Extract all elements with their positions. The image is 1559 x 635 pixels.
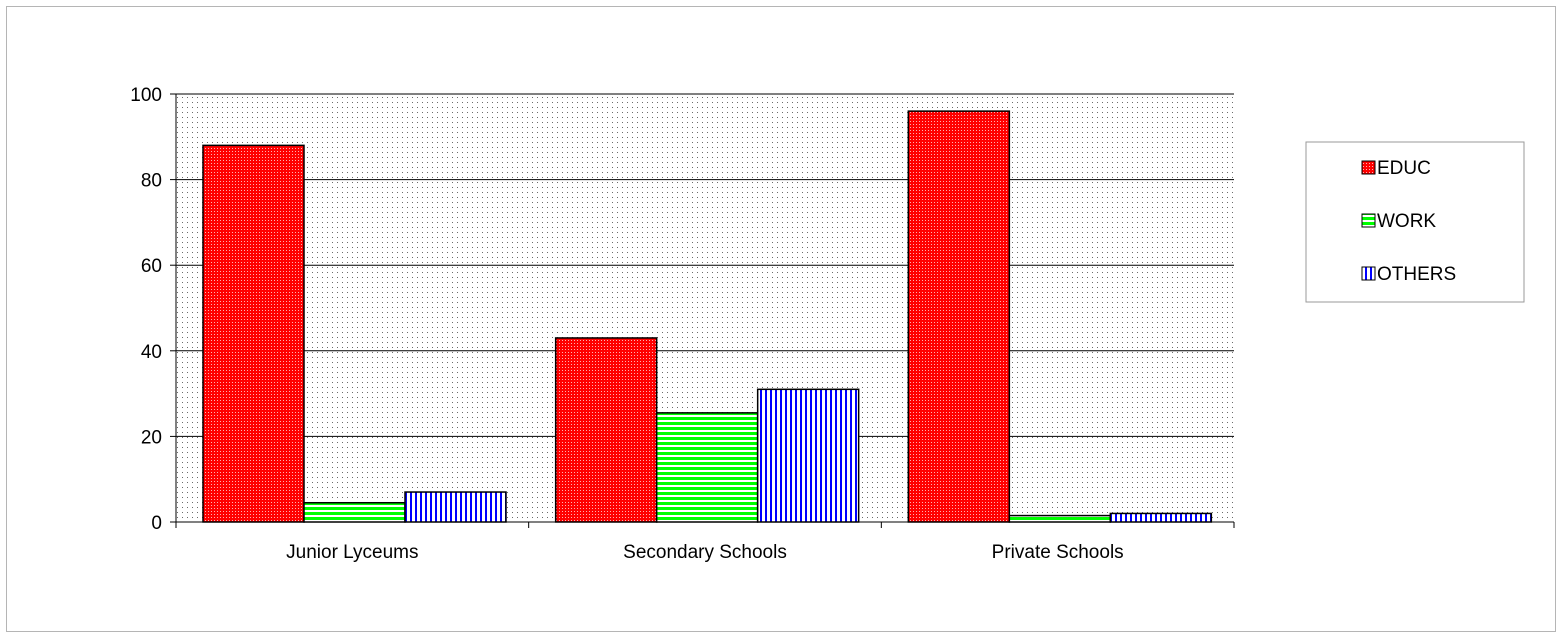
legend: EDUC WORK OTHERS	[1305, 141, 1525, 303]
legend-swatch-educ	[1361, 160, 1376, 175]
bar-others-2	[1109, 512, 1213, 523]
bar-educ-0	[202, 144, 305, 523]
legend-label-work: WORK	[1377, 211, 1436, 232]
y-axis-ticks: 0 20 40 60 80 100	[130, 85, 176, 534]
bar-work-1	[655, 412, 759, 523]
y-tick-label: 0	[151, 513, 162, 534]
legend-label-others: OTHERS	[1377, 264, 1456, 285]
x-category-label: Junior Lyceums	[286, 542, 418, 563]
x-category-label: Secondary Schools	[623, 542, 787, 563]
bar-educ-1	[554, 337, 658, 523]
legend-swatch-others	[1361, 266, 1376, 281]
legend-swatch-work	[1361, 213, 1376, 228]
y-tick-label: 100	[130, 85, 162, 106]
gridlines	[176, 93, 1234, 437]
y-tick-label: 20	[141, 427, 162, 448]
bar-educ-2	[907, 110, 1011, 523]
x-axis-labels: Junior Lyceums Secondary Schools Private S…	[286, 522, 1235, 563]
legend-label-educ: EDUC	[1377, 158, 1431, 179]
x-category-label: Private Schools	[992, 542, 1124, 563]
bar-others-1	[756, 388, 860, 523]
y-tick-label: 40	[141, 342, 162, 363]
legend-box	[1305, 141, 1525, 303]
y-tick-label: 80	[141, 171, 162, 192]
bar-work-0	[303, 501, 406, 523]
bars	[202, 110, 1213, 523]
bar-work-2	[1008, 514, 1112, 523]
y-tick-label: 60	[141, 256, 162, 277]
bar-others-0	[404, 491, 507, 523]
